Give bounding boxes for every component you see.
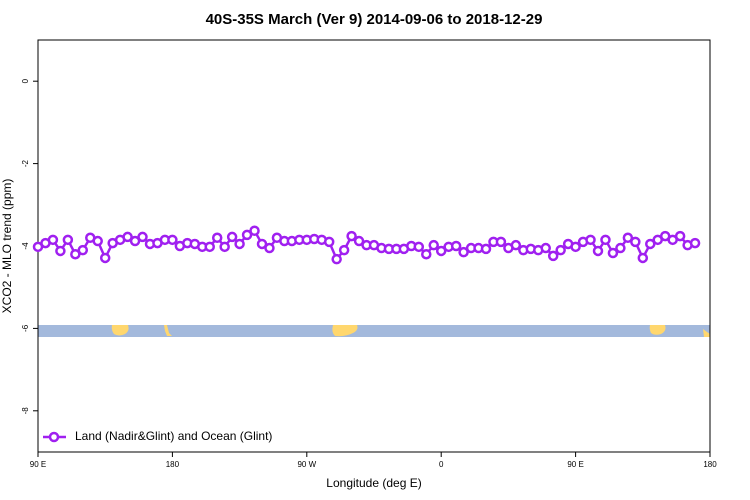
data-point — [167, 234, 178, 246]
y-tick-label: -6 — [21, 324, 30, 332]
data-point — [331, 253, 342, 265]
data-point — [249, 225, 260, 237]
legend-swatch-point — [48, 431, 60, 443]
data-point — [450, 240, 462, 252]
data-point — [607, 247, 619, 259]
data-point — [77, 244, 89, 256]
data-point — [62, 234, 74, 246]
data-point — [323, 236, 335, 248]
data-point — [645, 238, 656, 250]
data-point — [256, 238, 268, 250]
data-point — [570, 241, 581, 253]
data-point — [234, 238, 245, 250]
data-point — [674, 230, 686, 242]
x-tick-label: 180 — [166, 460, 180, 469]
x-axis-label: Longitude (deg E) — [326, 476, 421, 490]
data-point — [129, 235, 141, 247]
y-tick-label: -4 — [21, 242, 30, 250]
x-tick-label: 180 — [703, 460, 717, 469]
x-tick-label: 90 W — [297, 460, 316, 469]
data-point — [480, 243, 492, 255]
chart-title: 40S-35S March (Ver 9) 2014-09-06 to 2018… — [206, 11, 543, 28]
legend-label: Land (Nadir&Glint) and Ocean (Glint) — [75, 429, 272, 443]
data-point — [555, 244, 566, 256]
data-point — [122, 231, 133, 243]
data-point — [346, 230, 357, 242]
data-point — [458, 246, 469, 258]
x-tick-label: 0 — [439, 460, 444, 469]
y-axis-label: XCO2 - MLO trend (ppm) — [0, 179, 14, 314]
data-point — [226, 231, 238, 243]
data-point — [413, 241, 425, 253]
data-point — [211, 232, 223, 244]
data-point — [338, 244, 350, 256]
data-point — [435, 245, 447, 257]
data-point — [637, 252, 649, 264]
data-point — [99, 252, 111, 264]
data-point — [622, 232, 634, 244]
data-point — [428, 239, 439, 251]
data-point — [547, 250, 559, 262]
y-tick-label: 0 — [21, 78, 30, 83]
data-point — [204, 241, 215, 253]
data-point — [264, 242, 275, 254]
data-point — [421, 248, 432, 260]
data-point — [137, 231, 148, 243]
data-point — [241, 229, 253, 241]
data-point — [585, 234, 596, 246]
y-tick-label: -8 — [21, 407, 30, 415]
data-point — [495, 236, 507, 248]
x-tick-label: 90 E — [567, 460, 583, 469]
data-point — [55, 245, 66, 257]
y-tick-label: -2 — [21, 159, 30, 167]
data-point — [70, 248, 81, 260]
data-point — [92, 235, 103, 247]
x-tick-label: 90 E — [30, 460, 46, 469]
data-point — [600, 234, 611, 246]
land-strip — [38, 325, 710, 337]
data-point — [540, 242, 551, 254]
data-point — [630, 236, 641, 248]
data-point — [47, 234, 59, 246]
data-point — [615, 242, 626, 254]
data-point — [510, 239, 522, 251]
data-point — [689, 237, 701, 249]
data-point — [219, 241, 230, 253]
data-point — [592, 245, 604, 257]
data-point — [353, 235, 365, 247]
